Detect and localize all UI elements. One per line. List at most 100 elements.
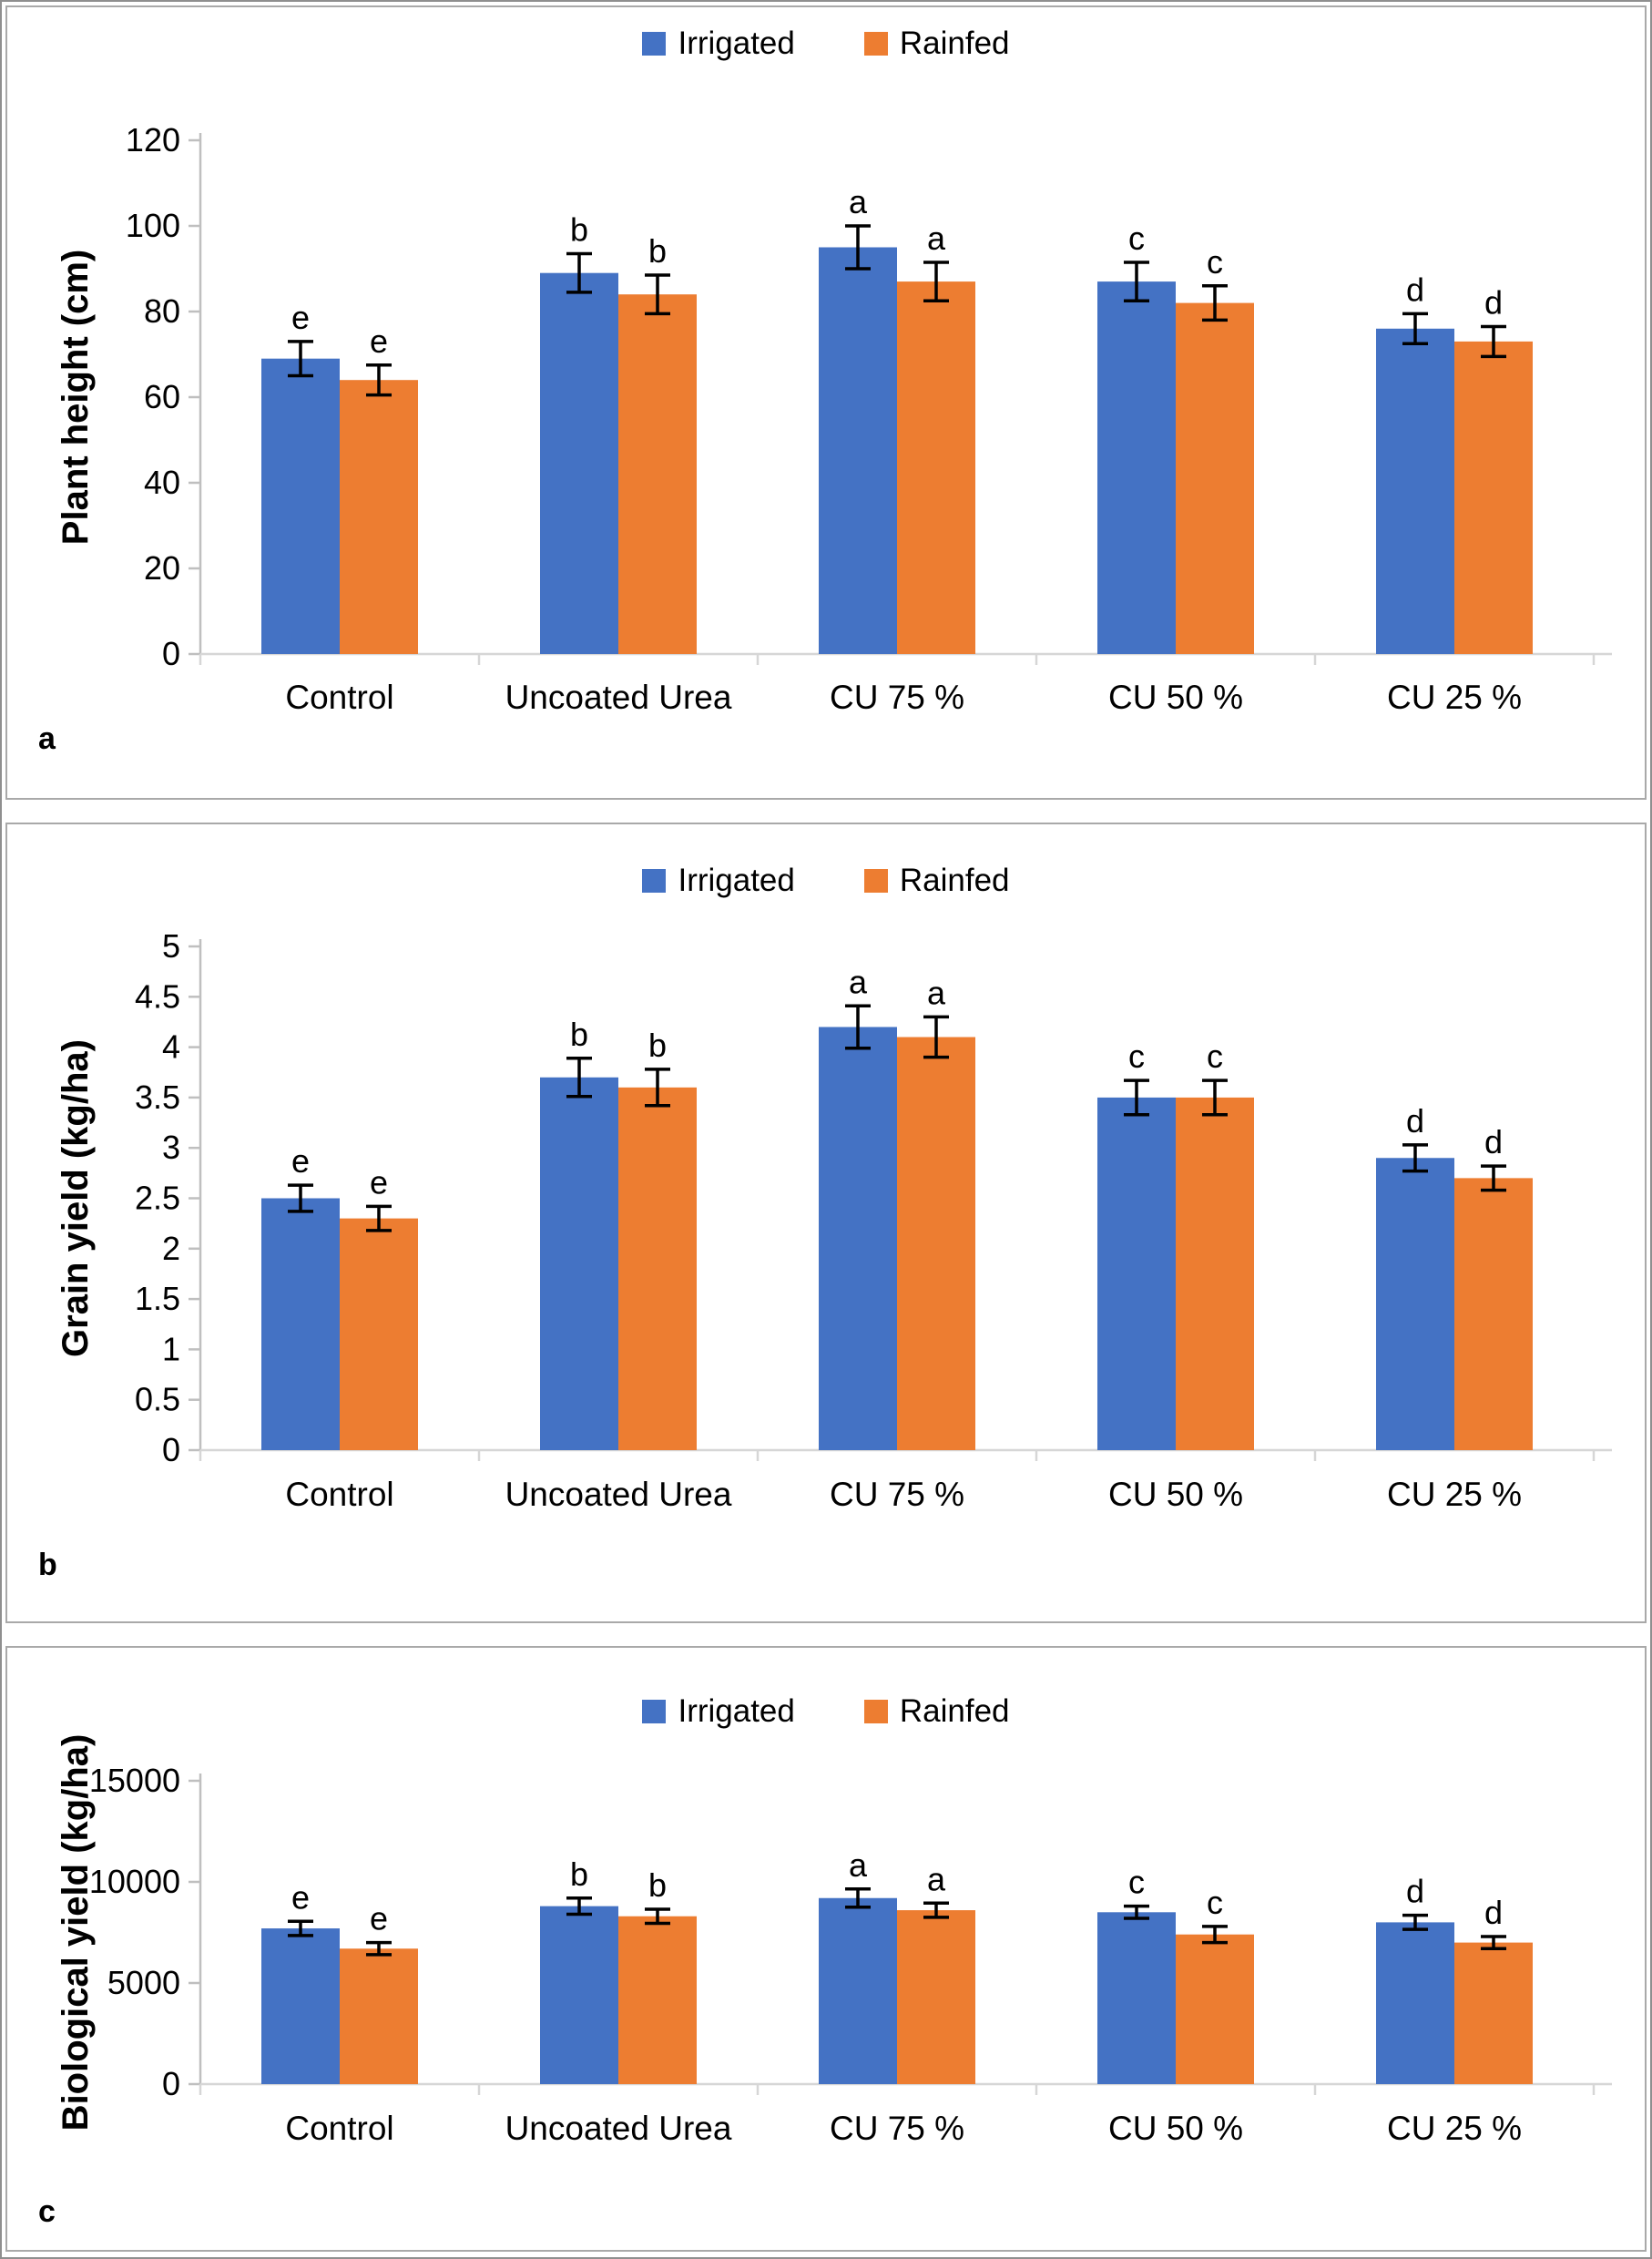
category-label: CU 25 % [1387, 1476, 1522, 1513]
error-bar [1481, 1164, 1506, 1192]
y-tick-label: 0 [162, 1431, 180, 1468]
legend-swatch-icon [642, 31, 667, 56]
bar-rainfed-3 [897, 1910, 975, 2084]
legend-swatch-icon [863, 868, 888, 893]
y-tick-label: 20 [144, 549, 180, 587]
category-label: Uncoated Urea [505, 1476, 732, 1513]
sig-letter: e [291, 1878, 310, 1916]
bar-irrigated-2 [540, 1906, 618, 2084]
legend-label: Irrigated [678, 863, 795, 898]
y-tick-label: 4.5 [135, 977, 180, 1015]
error-bar [288, 1919, 313, 1937]
y-tick-label: 5000 [107, 1964, 180, 2001]
y-tick-label: 40 [144, 464, 180, 501]
sig-letter: d [1484, 283, 1503, 321]
bar-rainfed-2 [618, 1916, 697, 2084]
category-label: Control [285, 2110, 393, 2147]
category-label: Control [285, 679, 393, 716]
y-tick-label: 0 [162, 635, 180, 672]
y-tick-label: 120 [126, 121, 180, 158]
error-bar [366, 1204, 392, 1232]
error-bar [645, 273, 670, 316]
error-bar [1202, 284, 1228, 322]
category-label: Uncoated Urea [505, 2110, 732, 2147]
legend: Irrigated Rainfed [7, 864, 1645, 896]
error-bar [1202, 1925, 1228, 1945]
category-label: CU 50 % [1108, 1476, 1243, 1513]
sig-letter: c [1207, 243, 1223, 281]
bar-rainfed-4 [1176, 1097, 1254, 1450]
legend-swatch-icon [863, 31, 888, 56]
sig-letter: d [1406, 1873, 1424, 1910]
legend-label: Rainfed [899, 26, 1010, 61]
bar-rainfed-5 [1454, 1178, 1533, 1450]
bar-rainfed-1 [340, 380, 418, 654]
y-tick-label: 3.5 [135, 1078, 180, 1116]
error-bar [1481, 324, 1506, 359]
error-bar [288, 1183, 313, 1213]
sig-letter: a [849, 1846, 868, 1884]
y-axis-title: Grain yield (kg/ha) [56, 1039, 96, 1357]
chart-panel-a: Irrigated Rainfed 0 20 40 60 80 100 120 Plant hei… [5, 5, 1647, 800]
sig-letter: e [291, 299, 310, 336]
sig-letter: c [1128, 1038, 1145, 1075]
bar-irrigated-5 [1376, 1922, 1454, 2084]
y-axis-title: Biological yield (kg/ha) [56, 1734, 96, 2131]
error-bar [1402, 1913, 1428, 1931]
sig-letter: a [927, 974, 946, 1011]
error-bar [566, 1896, 592, 1917]
legend-swatch-icon [863, 1699, 888, 1723]
legend-item-irrigated: Irrigated [642, 27, 795, 59]
bar-rainfed-5 [1454, 1942, 1533, 2084]
bar-rainfed-1 [340, 1948, 418, 2084]
bar-irrigated-3 [819, 1027, 897, 1450]
error-bar [566, 1057, 592, 1099]
bar-irrigated-2 [540, 272, 618, 654]
bar-irrigated-3 [819, 1897, 897, 2084]
legend-item-irrigated: Irrigated [642, 1695, 795, 1727]
error-bar [1481, 1935, 1506, 1951]
sig-letter: a [849, 183, 868, 220]
bar-irrigated-4 [1097, 1097, 1176, 1450]
y-tick-label: 10000 [89, 1863, 180, 1900]
error-bar [288, 340, 313, 378]
category-label: CU 75 % [830, 2110, 964, 2147]
sig-letter: d [1406, 1102, 1424, 1140]
category-label: CU 75 % [830, 1476, 964, 1513]
sig-letter: b [570, 1855, 588, 1893]
legend-swatch-icon [642, 1699, 667, 1723]
sig-letter: e [370, 322, 388, 360]
category-label: CU 25 % [1387, 2110, 1522, 2147]
error-bar [845, 1004, 871, 1050]
chart-panel-b: Irrigated Rainfed 0 0.5 1 1.5 2 2.5 3 3.5 4 4.5 5 Gra… [5, 823, 1647, 1623]
bar-irrigated-4 [1097, 1912, 1176, 2084]
sig-letter: c [1207, 1038, 1223, 1075]
error-bar [1402, 312, 1428, 345]
y-tick-label: 2.5 [135, 1180, 180, 1217]
bar-rainfed-2 [618, 294, 697, 654]
panel-letter-b: b [38, 1548, 57, 1582]
error-bar [366, 363, 392, 397]
error-bar [1124, 261, 1149, 302]
legend: Irrigated Rainfed [7, 27, 1645, 59]
error-bar [845, 224, 871, 271]
error-bar [566, 251, 592, 294]
y-axis-title: Plant height (cm) [56, 250, 96, 545]
bar-rainfed-4 [1176, 1934, 1254, 2084]
sig-letter: d [1406, 271, 1424, 308]
bar-irrigated-1 [261, 1928, 340, 2084]
sig-letter: a [849, 963, 868, 1000]
sig-letter: d [1484, 1123, 1503, 1160]
panel-letter-c: c [38, 2194, 56, 2229]
sig-letter: b [648, 232, 667, 270]
y-tick-label: 1 [162, 1330, 180, 1367]
error-bar [1202, 1078, 1228, 1117]
y-tick-label: 100 [126, 207, 180, 244]
sig-letter: c [1207, 1884, 1223, 1921]
chart-b: 0 0.5 1 1.5 2 2.5 3 3.5 4 4.5 5 Grain yield (kg/ha)… [56, 927, 1612, 1513]
bar-irrigated-1 [261, 358, 340, 654]
y-tick-label: 15000 [89, 1762, 180, 1799]
error-bar [366, 1940, 392, 1957]
